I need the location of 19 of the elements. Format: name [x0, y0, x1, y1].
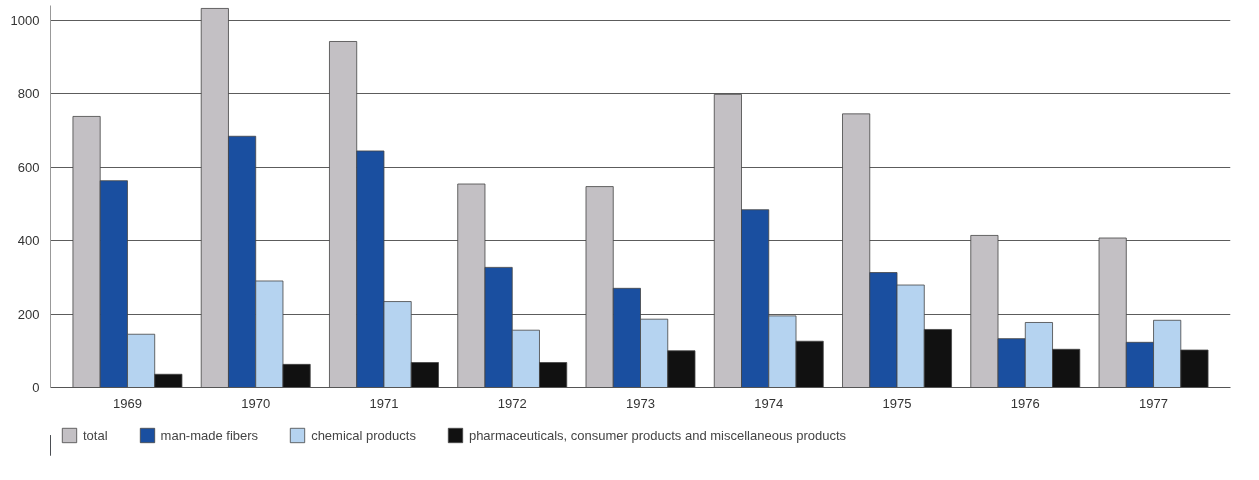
y-tick-label: 1000	[10, 12, 40, 28]
x-tick-label: 1969	[113, 395, 142, 411]
legend-label: man-made fibers	[160, 427, 259, 443]
y-tick-label: 0	[32, 380, 40, 395]
legend-label: total	[83, 427, 108, 443]
x-tick-label: 1974	[754, 395, 784, 411]
x-tick-label: 1976	[1010, 395, 1040, 411]
x-tick-label: 1973	[626, 395, 655, 411]
y-tick-label: 200	[17, 306, 40, 322]
y-tick-label: 600	[17, 159, 40, 175]
legend-label: chemical products	[311, 427, 416, 443]
x-tick-label: 1971	[369, 395, 399, 411]
x-tick-label: 1975	[882, 395, 912, 411]
x-tick-label: 1970	[241, 395, 271, 411]
y-tick-label: 800	[17, 86, 40, 102]
y-tick-label: 400	[17, 233, 40, 249]
x-tick-label: 1977	[1139, 395, 1169, 411]
x-tick-label: 1972	[497, 395, 527, 411]
legend-label: pharmaceuticals, consumer products and miscellaneous products	[468, 427, 847, 443]
